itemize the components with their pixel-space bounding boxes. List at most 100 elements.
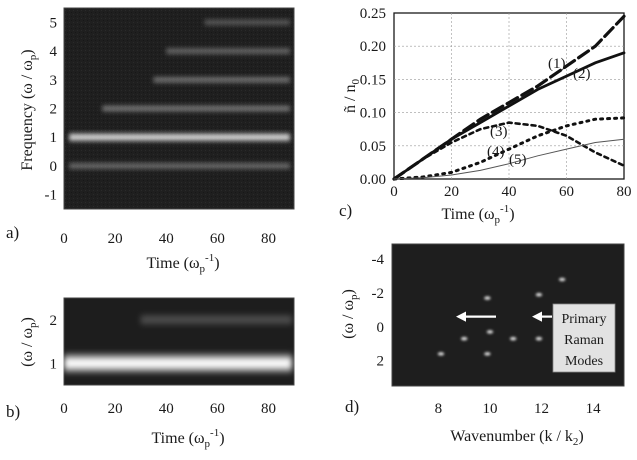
mode-spot: [535, 292, 543, 297]
x-tick-label: 40: [502, 184, 517, 200]
x-tick-label: 0: [60, 231, 68, 247]
mode-spot: [484, 296, 491, 300]
panel-b-label: b): [6, 402, 20, 421]
x-tick-label: 60: [559, 184, 574, 200]
mode-spot: [484, 352, 491, 356]
panel-b-y-axis-label: (ω / ωp): [19, 317, 39, 367]
annotation-line-2: Raman: [564, 333, 604, 348]
mode-spot: [486, 330, 494, 334]
curve-5: [393, 138, 625, 180]
panel-b: 21 0 20 40 60 80 (ω / ωp) Time (ωp-1) b): [6, 297, 295, 450]
curve-3: [392, 121, 626, 181]
y-tick-label: 1: [50, 130, 58, 146]
x-tick-label: 0: [60, 401, 68, 417]
frequency-band: [69, 134, 290, 141]
frequency-band: [64, 356, 292, 371]
primary-mode-arrows: [456, 311, 552, 322]
y-tick-label: -2: [372, 286, 385, 302]
y-tick-label: 0: [50, 159, 58, 175]
panel-c-y-axis-label: ñ / n0: [342, 79, 362, 113]
x-tick-label: 10: [482, 401, 497, 417]
panel-c-label: c): [339, 201, 352, 220]
x-tick-label: 80: [261, 401, 276, 417]
x-tick-label: 40: [159, 231, 174, 247]
x-tick-label: 80: [261, 231, 276, 247]
panel-d-y-ticks: -4 -2 0 2: [372, 252, 385, 369]
panel-b-x-ticks: 0 20 40 60 80: [60, 401, 276, 417]
curve-label-4: (4): [487, 144, 505, 160]
curve-label-1: (1): [548, 56, 566, 72]
y-tick-label: 0.20: [360, 39, 386, 55]
x-tick-label: 14: [586, 401, 602, 417]
x-tick-label: 20: [108, 401, 123, 417]
panel-d-x-ticks: 8 10 12 14: [435, 401, 601, 417]
mode-spot: [558, 277, 566, 282]
frequency-band: [102, 106, 290, 111]
mode-spot: [509, 336, 517, 341]
curve-label-5: (5): [509, 152, 527, 168]
y-tick-label: 1: [50, 356, 58, 372]
x-tick-label: 60: [210, 401, 225, 417]
frequency-band: [69, 164, 290, 168]
panel-b-y-ticks: 21: [50, 313, 58, 373]
panel-a-x-axis-label: Time (ωp-1): [146, 252, 219, 275]
y-tick-label: 4: [50, 44, 58, 60]
curve-2: [392, 51, 626, 181]
y-tick-label: 0.10: [360, 106, 386, 122]
panel-a-y-axis-label: Frequency (ω / ωp): [19, 49, 39, 170]
x-tick-label: 80: [617, 184, 632, 200]
panel-d-spots: [437, 277, 566, 356]
mode-spot: [460, 336, 468, 341]
panel-a-y-ticks: 5 4 3 2 1 0 -1: [45, 15, 58, 203]
y-tick-label: -4: [372, 252, 385, 268]
y-tick-label: 0.05: [360, 139, 386, 155]
panel-a-x-ticks: 0 20 40 60 80: [60, 231, 276, 247]
x-tick-label: 8: [435, 401, 443, 417]
x-tick-label: 12: [534, 401, 549, 417]
x-tick-label: 20: [444, 184, 459, 200]
y-tick-label: 2: [377, 354, 385, 370]
mode-spot: [535, 336, 543, 341]
panel-c-curves: [392, 14, 626, 181]
frequency-band: [204, 20, 290, 25]
panel-c-x-ticks: 0 20 40 60 80: [390, 184, 631, 200]
panel-c: 0.25 0.20 0.15 0.10 0.05 0.00 0 20 40 60 80 (1) (…: [339, 6, 632, 226]
x-tick-label: 40: [159, 401, 174, 417]
frequency-band: [153, 78, 290, 82]
panel-c-x-axis-label: Time (ωp-1): [441, 203, 514, 226]
frequency-band: [140, 317, 292, 322]
frequency-band: [166, 49, 290, 53]
panel-a-bands: [69, 20, 290, 168]
y-tick-label: 5: [50, 15, 58, 31]
panel-b-x-axis-label: Time (ωp-1): [151, 427, 224, 450]
arrowhead-right: [532, 311, 542, 322]
panel-a: 5 4 3 2 1 0 -1 0 20 40 60 80 Frequency (ω / ωp) Ti…: [6, 7, 295, 275]
curve-label-2: (2): [573, 66, 591, 82]
curve-label-3: (3): [490, 124, 508, 140]
y-tick-label: 0: [377, 320, 385, 336]
mode-spot: [437, 352, 445, 356]
y-tick-label: 0.25: [360, 6, 386, 22]
y-tick-label: 3: [50, 73, 58, 89]
curve-4: [392, 116, 626, 181]
x-tick-label: 60: [210, 231, 225, 247]
x-tick-label: 0: [390, 184, 398, 200]
annotation-line-3: Modes: [565, 354, 603, 369]
annotation-line-1: Primary: [561, 312, 606, 327]
y-tick-label: 2: [50, 313, 58, 329]
panel-d-x-axis-label: Wavenumber (k / k2): [450, 428, 584, 448]
annotation-box: [552, 303, 616, 373]
x-tick-label: 20: [108, 231, 123, 247]
panel-b-image-frame: [63, 297, 295, 386]
y-tick-label: 2: [50, 102, 58, 118]
panel-c-y-ticks: 0.25 0.20 0.15 0.10 0.05 0.00: [360, 6, 386, 188]
y-tick-label: 0.00: [360, 172, 386, 188]
arrowhead-left: [456, 311, 466, 322]
panel-d-label: d): [345, 397, 359, 416]
panel-b-bands: [64, 317, 292, 371]
y-tick-label: 0.15: [360, 72, 386, 88]
panel-a-label: a): [6, 223, 19, 242]
primary-raman-modes-annotation: Primary Raman Modes: [552, 303, 616, 373]
panel-d-y-axis-label: (ω / ωp): [340, 289, 360, 339]
